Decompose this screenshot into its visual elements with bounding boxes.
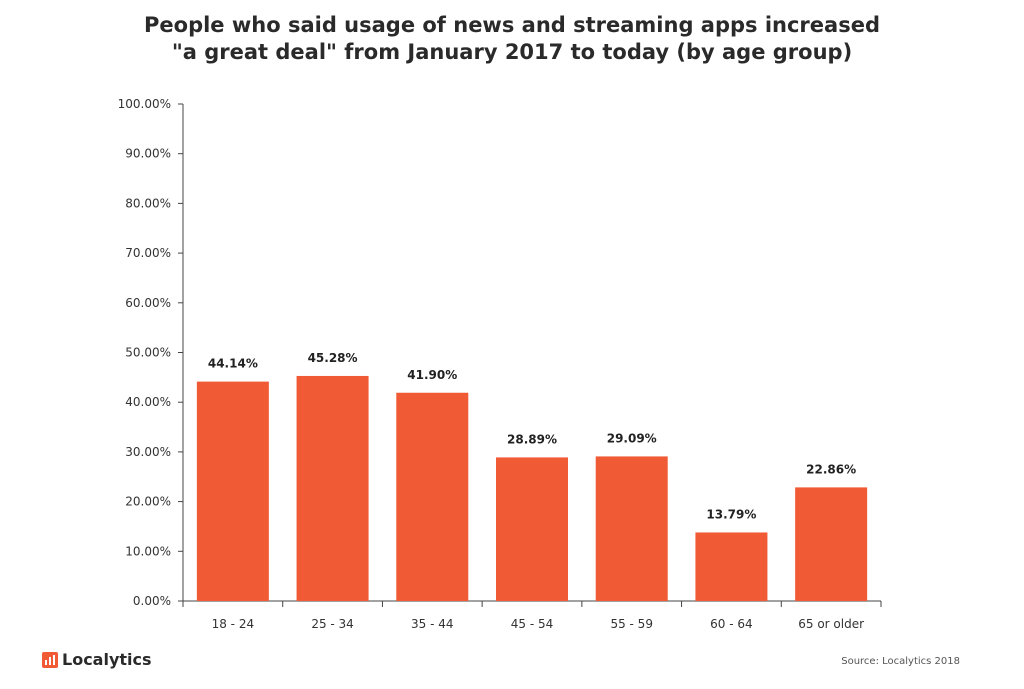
bar: [396, 392, 469, 601]
bar: [296, 375, 369, 601]
x-tick-label: 60 - 64: [710, 617, 753, 631]
y-tick-label: 30.00%: [125, 445, 171, 459]
chart-bars-logo-icon: [42, 651, 58, 668]
y-tick-label: 40.00%: [125, 395, 171, 409]
x-tick-label: 45 - 54: [511, 617, 554, 631]
source-note: Source: Localytics 2018: [841, 656, 960, 667]
data-label: 28.89%: [507, 432, 557, 446]
x-tick-label: 65 or older: [798, 617, 864, 631]
x-tick-label: 35 - 44: [411, 617, 454, 631]
bar: [196, 381, 269, 601]
y-tick-label: 10.00%: [125, 544, 171, 558]
x-tick-label: 18 - 24: [212, 617, 255, 631]
brand-name: Localytics: [62, 650, 152, 669]
y-tick-label: 100.00%: [118, 97, 171, 111]
bar: [496, 457, 568, 601]
bar: [795, 487, 868, 601]
y-axis: 0.00% 10.00% 20.00% 30.00% 40.00% 50.00% 60.00…: [118, 97, 184, 608]
x-tick-label: 25 - 34: [311, 617, 354, 631]
brand-logo: Localytics: [42, 650, 152, 669]
y-tick-label: 90.00%: [125, 147, 171, 161]
data-label: 22.86%: [806, 462, 856, 476]
y-tick-label: 70.00%: [125, 246, 171, 260]
data-label: 29.09%: [607, 431, 657, 445]
y-tick-label: 50.00%: [125, 346, 171, 360]
data-label: 44.14%: [208, 357, 258, 371]
chart-title-line-1: People who said usage of news and stream…: [144, 13, 880, 37]
bars: [196, 375, 868, 601]
data-label: 41.90%: [407, 368, 457, 382]
data-labels: 44.14% 45.28% 41.90% 28.89% 29.09% 13.79% 22.8…: [208, 351, 856, 522]
data-label: 13.79%: [706, 507, 756, 521]
bar: [695, 532, 768, 601]
y-tick-label: 60.00%: [125, 296, 171, 310]
data-label: 45.28%: [308, 351, 358, 365]
chart-title: People who said usage of news and stream…: [0, 12, 1024, 66]
y-tick-label: 80.00%: [125, 196, 171, 210]
y-tick-label: 0.00%: [133, 594, 171, 608]
x-tick-label: 55 - 59: [610, 617, 653, 631]
y-tick-label: 20.00%: [125, 495, 171, 509]
bar: [595, 456, 668, 601]
x-axis: 18 - 24 25 - 34 35 - 44 45 - 54 55 - 59 60 - …: [182, 600, 882, 631]
chart-title-line-2: "a great deal" from January 2017 to toda…: [171, 40, 853, 64]
